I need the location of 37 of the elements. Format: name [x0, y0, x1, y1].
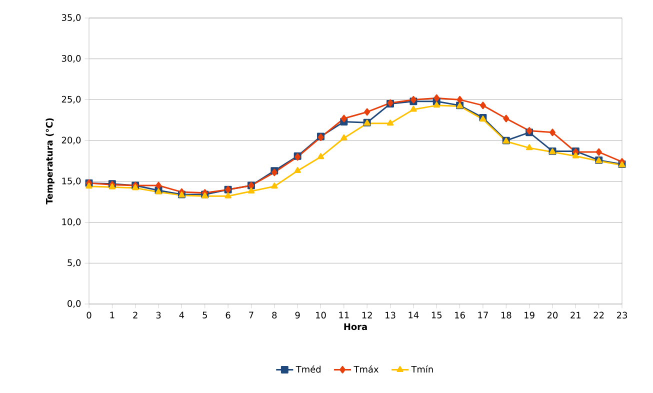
x-tick-label: 21 [570, 312, 581, 318]
x-tick-label: 7 [249, 312, 254, 318]
x-tick-label: 0 [86, 312, 92, 319]
y-tick-label: 25,0 [62, 96, 81, 104]
x-tick-label: 3 [156, 312, 161, 319]
x-tick-label: 9 [295, 312, 300, 319]
x-tick-label: 23 [616, 312, 627, 319]
x-tick-label: 2 [133, 312, 138, 318]
x-tick-label: 15 [432, 312, 442, 318]
x-tick-label: 20 [547, 312, 558, 319]
x-tick-label: 4 [179, 312, 184, 318]
legend-label: Tmáx [354, 365, 378, 373]
x-tick-label: 14 [408, 312, 419, 318]
y-tick-label: 20,0 [62, 136, 81, 144]
x-tick-label: 12 [362, 312, 372, 318]
y-tick-label: 35,0 [62, 14, 81, 22]
x-tick-label: 13 [386, 312, 396, 319]
y-tick-label: 5,0 [68, 259, 81, 267]
y-tick-label: 0,0 [68, 300, 81, 308]
y-tick-label: 10,0 [62, 218, 81, 226]
x-tick-label: 17 [478, 312, 488, 318]
y-tick-label: 15,0 [62, 178, 81, 186]
x-tick-label: 5 [202, 312, 207, 318]
x-tick-label: 8 [272, 312, 277, 319]
x-tick-label: 6 [226, 312, 230, 319]
x-tick-label: 11 [339, 312, 349, 318]
y-axis-title: Temperatura (°C) [46, 118, 54, 204]
legend-label: Tméd [296, 365, 320, 373]
x-tick-label: 18 [501, 312, 512, 319]
x-tick-label: 22 [594, 312, 604, 318]
x-tick-label: 19 [524, 312, 534, 319]
legend-label: Tmín [411, 365, 433, 373]
x-tick-label: 1 [110, 312, 114, 318]
x-axis-title: Hora [344, 323, 367, 330]
x-tick-label: 16 [455, 312, 465, 319]
x-tick-label: 10 [316, 312, 326, 319]
y-tick-label: 30,0 [62, 55, 81, 63]
